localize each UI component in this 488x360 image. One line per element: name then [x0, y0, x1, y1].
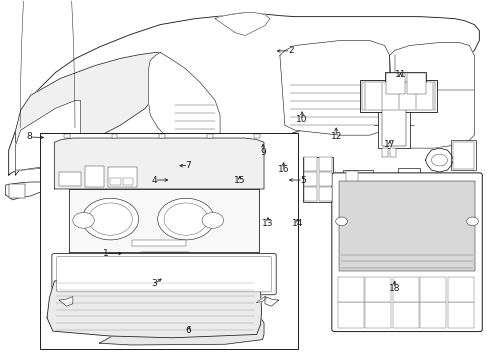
Circle shape — [158, 198, 214, 240]
Circle shape — [88, 203, 132, 235]
Bar — [359, 80, 437, 112]
Bar — [342, 170, 372, 192]
Text: 4: 4 — [151, 176, 157, 185]
Bar — [303, 157, 317, 171]
Bar — [447, 302, 473, 328]
Circle shape — [163, 203, 207, 235]
Bar — [365, 277, 390, 302]
Bar — [64, 134, 70, 138]
Circle shape — [202, 212, 223, 228]
Text: 7: 7 — [185, 161, 191, 170]
Bar — [122, 178, 133, 185]
Polygon shape — [16, 100, 81, 170]
Polygon shape — [215, 13, 269, 36]
Bar — [452, 141, 473, 168]
Bar — [9, 184, 24, 198]
Bar — [397, 168, 419, 193]
Text: 15: 15 — [233, 176, 245, 185]
Text: 11: 11 — [394, 70, 406, 79]
Text: 16: 16 — [277, 165, 289, 174]
Bar — [385, 73, 404, 94]
Bar — [420, 302, 446, 328]
Bar — [302, 157, 332, 202]
Polygon shape — [59, 297, 73, 306]
Bar — [367, 210, 389, 245]
Bar — [318, 187, 331, 201]
Polygon shape — [256, 297, 266, 303]
Polygon shape — [264, 297, 278, 306]
Bar — [111, 134, 117, 138]
Bar — [206, 134, 212, 138]
Polygon shape — [148, 53, 220, 150]
Polygon shape — [69, 189, 259, 252]
Polygon shape — [9, 13, 478, 175]
Text: 14: 14 — [291, 219, 302, 228]
Bar — [450, 140, 475, 170]
Bar — [406, 73, 425, 94]
Bar — [344, 192, 370, 198]
Bar — [389, 148, 395, 157]
Circle shape — [466, 217, 477, 226]
Text: 18: 18 — [388, 284, 400, 293]
Polygon shape — [47, 271, 261, 338]
Text: 1: 1 — [102, 249, 108, 258]
Polygon shape — [6, 182, 41, 200]
Bar — [392, 302, 418, 328]
Bar — [110, 178, 121, 185]
Bar — [303, 187, 317, 201]
Bar — [254, 134, 260, 138]
Bar — [337, 302, 363, 328]
Bar — [447, 277, 473, 302]
FancyBboxPatch shape — [57, 256, 271, 292]
Bar — [159, 134, 164, 138]
Bar — [377, 106, 408, 148]
Bar — [398, 194, 418, 199]
Bar — [338, 181, 474, 271]
Circle shape — [430, 154, 447, 166]
Bar — [84, 166, 104, 187]
Circle shape — [82, 198, 139, 240]
Text: 2: 2 — [287, 46, 293, 55]
Text: 3: 3 — [151, 279, 157, 288]
Polygon shape — [54, 138, 264, 189]
Polygon shape — [389, 42, 473, 148]
Bar — [392, 277, 418, 302]
Bar — [384, 72, 426, 95]
Bar — [420, 277, 446, 302]
Bar — [382, 148, 387, 157]
Bar — [40, 134, 298, 348]
Text: 12: 12 — [330, 132, 341, 141]
Polygon shape — [16, 53, 160, 175]
Bar — [406, 207, 427, 243]
Polygon shape — [425, 148, 452, 172]
Bar — [132, 240, 185, 246]
Circle shape — [73, 212, 94, 228]
Polygon shape — [99, 319, 264, 345]
FancyBboxPatch shape — [52, 253, 276, 295]
Text: 13: 13 — [262, 219, 273, 228]
Text: 17: 17 — [383, 140, 395, 149]
Circle shape — [335, 217, 346, 226]
Bar — [141, 252, 188, 257]
Bar — [318, 172, 331, 186]
Bar — [345, 171, 357, 190]
Bar — [365, 302, 390, 328]
Text: 9: 9 — [260, 148, 265, 157]
Bar — [369, 246, 381, 252]
Polygon shape — [279, 41, 389, 135]
Text: 5: 5 — [300, 176, 305, 185]
Text: 10: 10 — [296, 115, 307, 124]
Text: 8: 8 — [26, 132, 32, 141]
Bar — [108, 167, 137, 187]
Bar — [318, 157, 331, 171]
Bar — [303, 172, 317, 186]
Bar — [408, 243, 420, 249]
Bar — [381, 108, 405, 146]
FancyBboxPatch shape — [331, 173, 481, 332]
Text: 6: 6 — [185, 326, 191, 335]
Bar — [362, 82, 434, 111]
Bar — [59, 172, 81, 186]
Bar — [337, 277, 363, 302]
